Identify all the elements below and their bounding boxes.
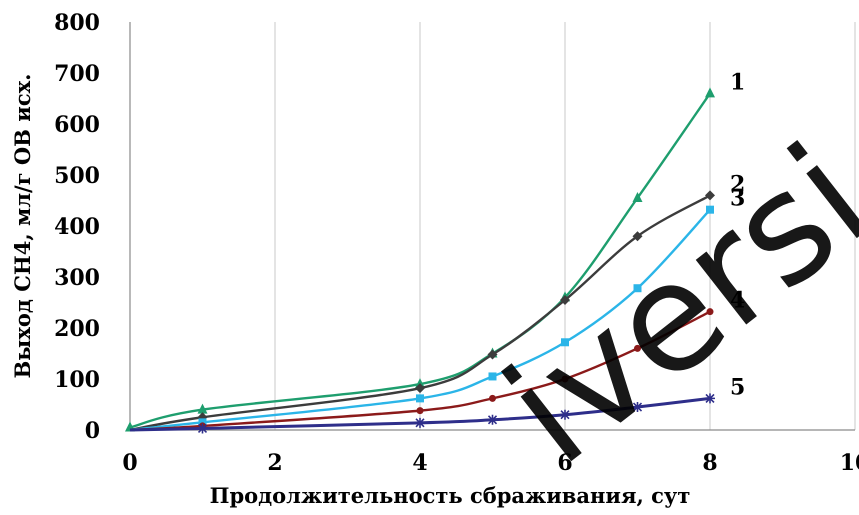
watermark: iversi [475,112,859,498]
data-point-5-3 [487,414,498,425]
y-tick-label: 600 [54,112,100,138]
y-tick-label: 300 [54,265,100,291]
data-point-3-4 [561,338,569,347]
y-tick-label: 0 [85,418,100,444]
y-tick-label: 400 [54,214,100,240]
data-point-3-5 [633,284,642,293]
data-point-1-6 [705,87,715,98]
x-tick-label: 2 [267,450,282,476]
x-tick-label: 6 [557,450,572,476]
data-point-4-4 [561,375,569,383]
data-point-2-4 [560,294,570,305]
axes [129,22,855,431]
series-lines [125,87,715,434]
series-label-1: 1 [730,69,745,95]
data-point-2-5 [632,231,643,242]
data-point-4-6 [706,308,714,316]
series-label-2: 2 [730,171,745,197]
series-label-4: 4 [730,288,745,314]
data-point-5-1 [197,423,208,434]
x-axis-title: Продолжительность сбраживания, сут [210,483,691,508]
data-point-5-4 [560,409,570,420]
data-point-5-5 [632,402,643,413]
data-point-1-5 [632,191,643,202]
x-tick-label: 4 [412,450,427,476]
data-point-5-2 [415,417,425,428]
y-tick-label: 100 [54,367,100,393]
y-axis-title: Выход СН4, мл/г ОВ исх. [10,74,35,379]
x-tick-label: 0 [122,450,137,476]
series-3 [129,205,714,432]
data-point-3-6 [706,205,714,214]
data-point-3-1 [198,418,207,427]
data-point-2-3 [487,349,498,360]
series-5 [129,393,715,434]
y-tick-label: 700 [54,61,100,87]
x-tick-label: 10 [840,450,859,476]
series-label-5: 5 [730,374,745,400]
data-point-2-6 [705,190,715,201]
data-point-4-2 [416,407,424,415]
tick-labels: 02468100100200300400500600700800 [54,10,859,476]
y-tick-label: 500 [54,163,100,189]
data-point-3-3 [488,372,497,381]
series-label-3: 3 [730,186,745,212]
data-point-2-2 [415,383,425,394]
x-tick-label: 8 [702,450,717,476]
y-tick-label: 200 [54,316,100,342]
data-point-4-5 [634,344,641,352]
y-tick-label: 800 [54,10,100,36]
data-point-1-1 [197,403,208,414]
data-point-4-3 [489,394,496,402]
data-point-5-6 [705,393,715,404]
data-point-3-2 [416,394,424,403]
data-point-1-2 [415,378,425,389]
